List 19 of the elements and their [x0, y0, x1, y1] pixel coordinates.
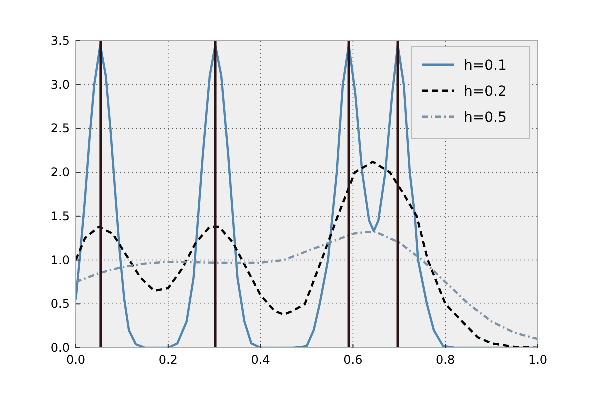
y-tick-label: 0.0	[50, 341, 70, 355]
x-tick-label: 0.2	[158, 353, 178, 367]
x-tick-label: 1.0	[528, 353, 548, 367]
x-tick-label: 0.4	[251, 353, 270, 367]
y-tick-label: 0.5	[50, 297, 70, 312]
y-tick-label: 2.5	[50, 122, 70, 136]
x-tick-label: 0.0	[66, 353, 86, 367]
y-tick-label: 1.5	[50, 209, 70, 224]
y-tick-label: 3.0	[50, 78, 70, 92]
x-tick-label: 0.6	[344, 353, 363, 367]
y-tick-label: 3.5	[50, 34, 70, 48]
legend-label: h=0.1	[464, 58, 507, 74]
legend-label: h=0.2	[464, 84, 507, 100]
x-tick-label: 0.8	[436, 353, 456, 367]
y-tick-label: 2.0	[50, 166, 70, 180]
y-tick-label: 1.0	[50, 253, 70, 268]
legend-label: h=0.5	[464, 110, 507, 126]
line-series	[76, 160, 538, 348]
line-series	[76, 231, 538, 340]
